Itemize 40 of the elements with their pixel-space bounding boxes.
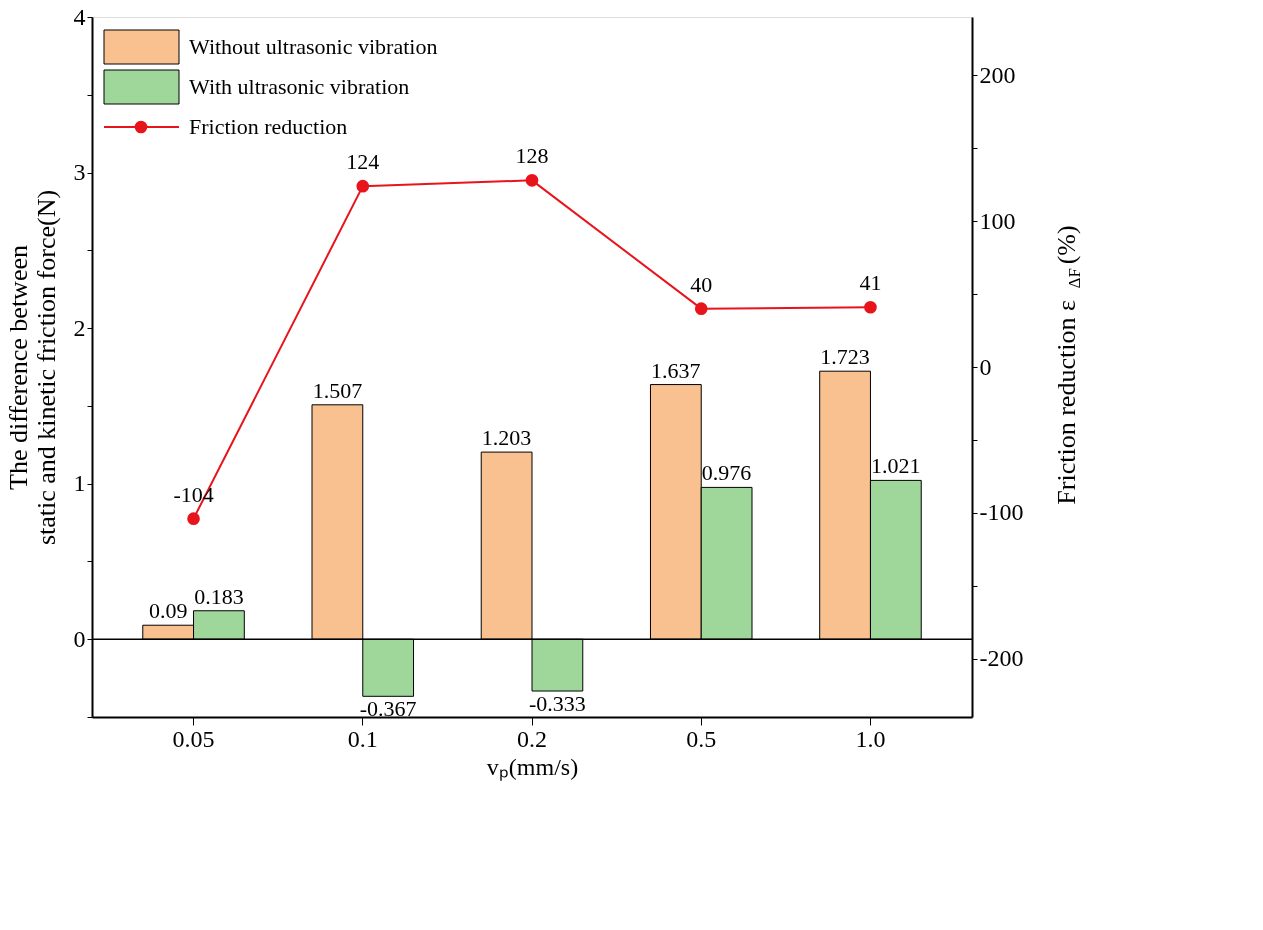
y-axis-title: The difference between static and kinetic friction force(N) <box>3 189 61 546</box>
point <box>356 179 370 193</box>
legend-label: Without ultrasonic vibration <box>189 34 438 59</box>
data-label: 1.021 <box>871 453 921 479</box>
data-label: 0.183 <box>194 583 244 609</box>
x-tick-label: 0.2 <box>517 725 547 752</box>
y2-tick-label: 200 <box>979 61 1016 88</box>
point <box>525 174 539 187</box>
data-label: 128 <box>515 143 549 169</box>
data-label: 1.507 <box>312 377 363 403</box>
y-tick-label: 4 <box>73 3 86 30</box>
y2-tick-label: -100 <box>979 499 1024 526</box>
y2-tick-label: -200 <box>979 645 1024 672</box>
y2-axis-title: Friction reduction εΔF(%) <box>1052 225 1084 505</box>
data-label: 124 <box>346 149 380 175</box>
x-tick-label: 0.5 <box>686 725 717 752</box>
y2-tick-label: 0 <box>979 353 992 380</box>
data-label: -0.333 <box>528 691 586 717</box>
legend-label: Friction reduction <box>189 114 348 139</box>
data-label: -0.367 <box>359 696 417 722</box>
y-tick-label: 0 <box>73 625 86 652</box>
data-label: 1.637 <box>651 357 701 383</box>
y-tick-label: 1 <box>73 470 86 497</box>
y2-tick-label: 100 <box>979 207 1016 234</box>
legend-label: With ultrasonic vibration <box>189 74 410 99</box>
point <box>864 300 877 314</box>
data-label: 0.976 <box>701 460 752 486</box>
x-tick-label: 1.0 <box>855 725 886 752</box>
x-tick-label: 0.05 <box>172 725 215 752</box>
point <box>187 512 200 525</box>
data-label: 40 <box>690 271 713 297</box>
x-tick-label: 0.1 <box>347 725 378 752</box>
y-tick-label: 2 <box>73 314 86 341</box>
data-label: 41 <box>859 270 882 296</box>
data-label: 1.203 <box>481 425 532 451</box>
y-tick-label: 3 <box>73 159 86 186</box>
data-label: 1.723 <box>820 344 870 370</box>
x-axis-title: vₚ(mm/s) <box>486 753 579 781</box>
point <box>694 302 708 315</box>
data-label: 0.09 <box>148 598 188 624</box>
